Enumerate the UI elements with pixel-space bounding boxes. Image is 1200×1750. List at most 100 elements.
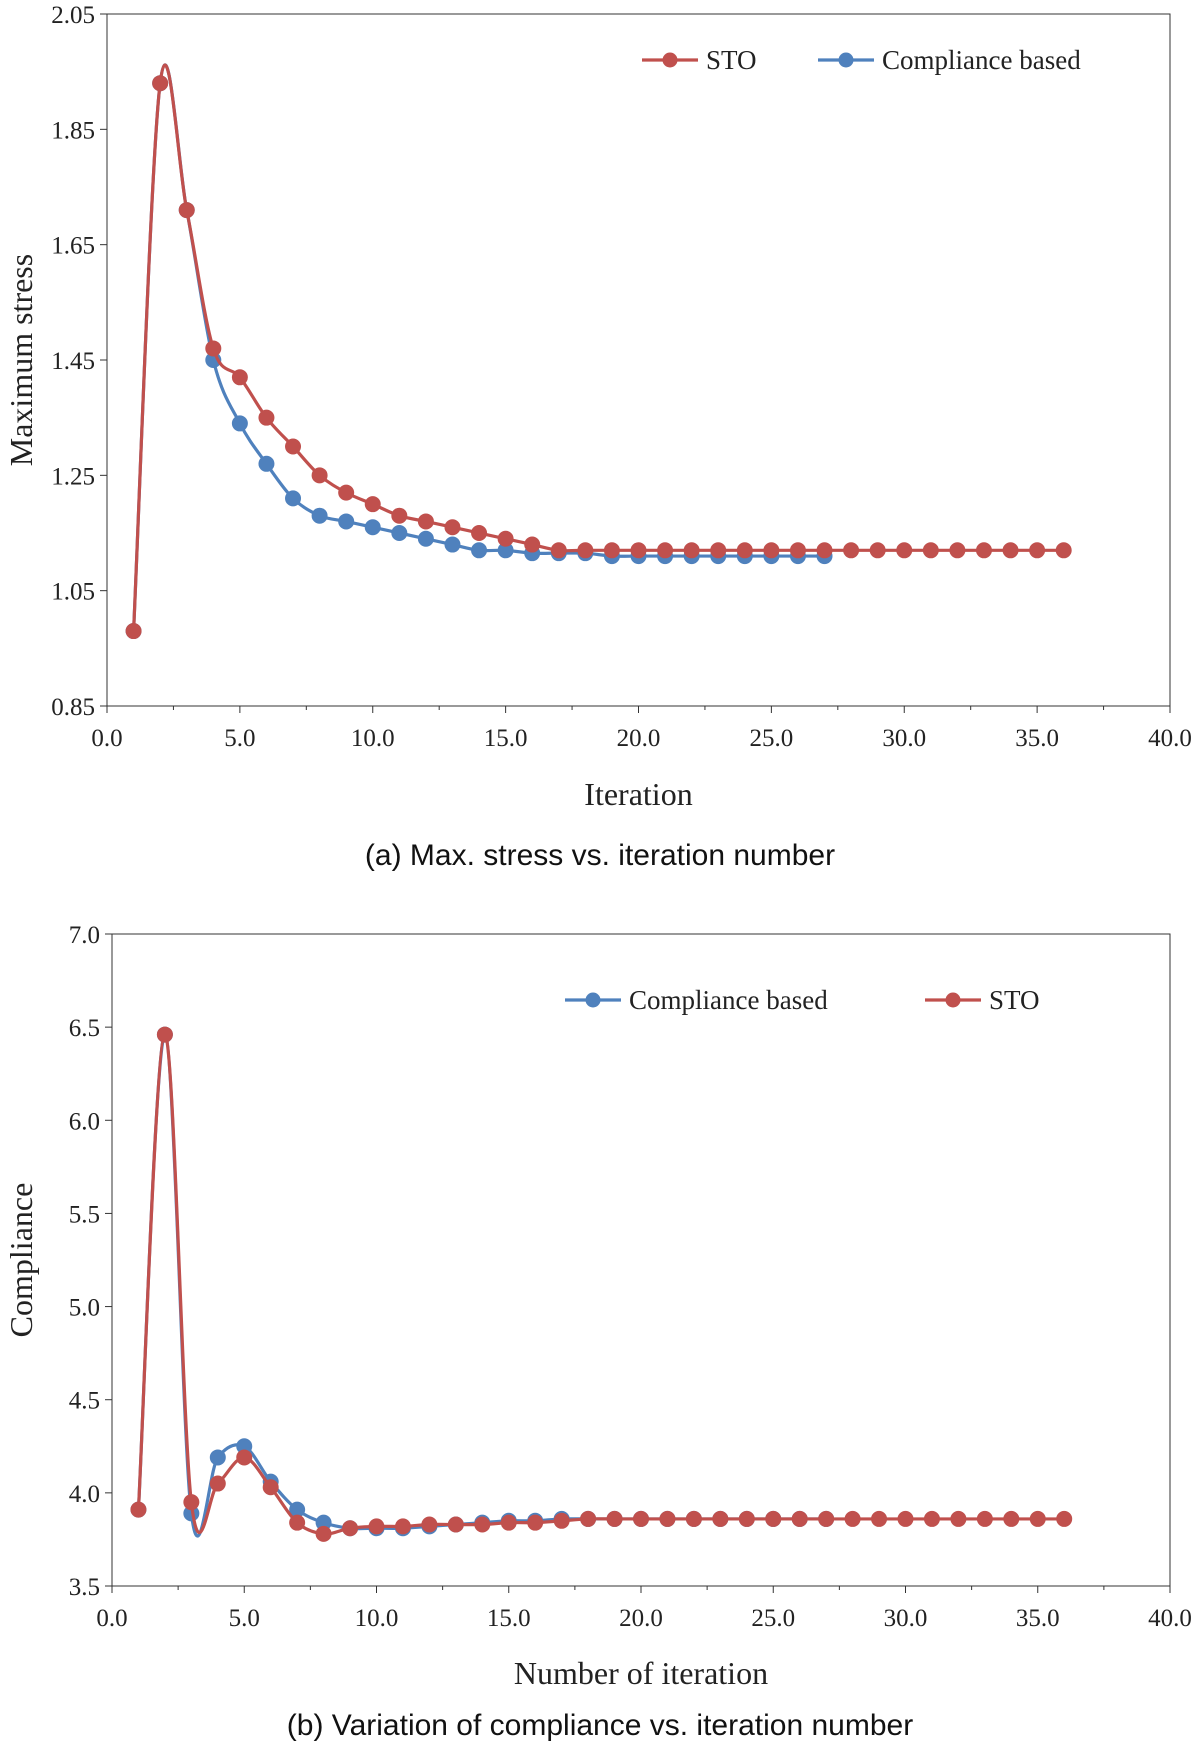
data-point [818,1510,835,1527]
data-point [421,1516,438,1533]
x-tick-label: 25.0 [751,1605,795,1632]
data-point [789,542,806,559]
y-tick-label: 5.0 [69,1295,100,1322]
data-point [843,542,860,559]
y-tick-label: 0.85 [51,694,95,721]
data-point [1003,1510,1020,1527]
data-point [364,519,381,536]
data-point [497,530,514,547]
data-point [657,542,674,559]
data-point [338,484,355,501]
data-point [736,542,753,559]
x-tick-label: 15.0 [487,1605,531,1632]
data-point [391,507,408,524]
data-point [712,1510,729,1527]
data-point [577,542,594,559]
data-point [183,1494,200,1511]
data-point [659,1510,676,1527]
data-point [606,1510,623,1527]
data-point [922,542,939,559]
x-tick-label: 15.0 [484,725,528,752]
x-tick-label: 40.0 [1148,1605,1192,1632]
x-tick-label: 20.0 [619,1605,663,1632]
y-tick-label: 6.0 [69,1108,100,1135]
x-tick-label: 5.0 [224,725,255,752]
data-point [896,542,913,559]
legend-label: Compliance based [882,45,1081,75]
data-point [844,1510,861,1527]
data-point [580,1510,597,1527]
data-point [553,1512,570,1529]
data-point [738,1510,755,1527]
data-point [285,438,302,455]
data-point [897,1510,914,1527]
series-sto [125,63,1072,640]
y-tick-label: 1.45 [51,348,95,375]
data-point [342,1520,359,1537]
data-point [765,1510,782,1527]
legend-entry-sto: STO [642,45,757,75]
figure-caption: (b) Variation of compliance vs. iteratio… [287,1709,913,1742]
y-tick-label: 1.05 [51,579,95,606]
data-point [178,202,195,219]
data-point [130,1501,147,1518]
data-point [262,1479,279,1496]
legend-entry-compliance-based: Compliance based [818,45,1081,75]
data-point [500,1514,517,1531]
data-point [156,1026,173,1043]
data-point [474,1516,491,1533]
data-point [550,542,567,559]
data-point [527,1514,544,1531]
y-tick-label: 1.25 [51,463,95,490]
y-tick-label: 1.85 [51,117,95,144]
legend-marker [838,52,854,68]
data-point [447,1516,464,1533]
data-point [444,519,461,536]
data-point [315,1525,332,1542]
x-tick-label: 35.0 [1015,725,1059,752]
data-point [1029,1510,1046,1527]
data-point [869,542,886,559]
legend-label: STO [989,985,1040,1015]
data-point [338,513,355,530]
data-point [683,542,700,559]
legend-marker [945,992,961,1008]
data-point [152,75,169,92]
series-sto [130,1026,1073,1542]
data-point [976,1510,993,1527]
data-point [950,1510,967,1527]
x-tick-label: 0.0 [91,725,122,752]
y-axis-label: Compliance [3,1183,39,1338]
data-point [417,513,434,530]
data-point [231,369,248,386]
data-point [258,455,275,472]
data-point [394,1518,411,1535]
data-point [1002,542,1019,559]
data-point [471,525,488,541]
chart-panel-a: 0.0 5.0 10.0 15.0 20.0 25.0 30.0 35.0 40.0 0.85 1.… [3,2,1192,872]
x-axis-label: Number of iteration [514,1655,768,1691]
data-point [285,490,302,507]
data-point [633,1510,649,1527]
y-tick-label: 1.65 [51,233,95,260]
x-tick-label: 30.0 [882,725,926,752]
x-tick-label: 40.0 [1148,725,1192,752]
data-point [1029,542,1046,559]
x-tick-label: 10.0 [355,1605,399,1632]
data-point [685,1510,702,1527]
data-point [603,542,620,559]
data-point [1055,542,1072,559]
data-point [391,525,408,541]
data-point [311,467,328,484]
data-point [205,340,222,357]
y-axis-label: Maximum stress [3,254,39,466]
data-point [763,542,780,559]
data-point [816,542,833,559]
data-point [289,1514,306,1531]
x-axis-label: Iteration [584,776,692,812]
y-tick-label: 7.0 [69,922,100,949]
series-compliance-based [125,63,833,640]
series-line [136,1032,1066,1536]
data-point [364,496,381,513]
legend-marker [662,52,678,68]
